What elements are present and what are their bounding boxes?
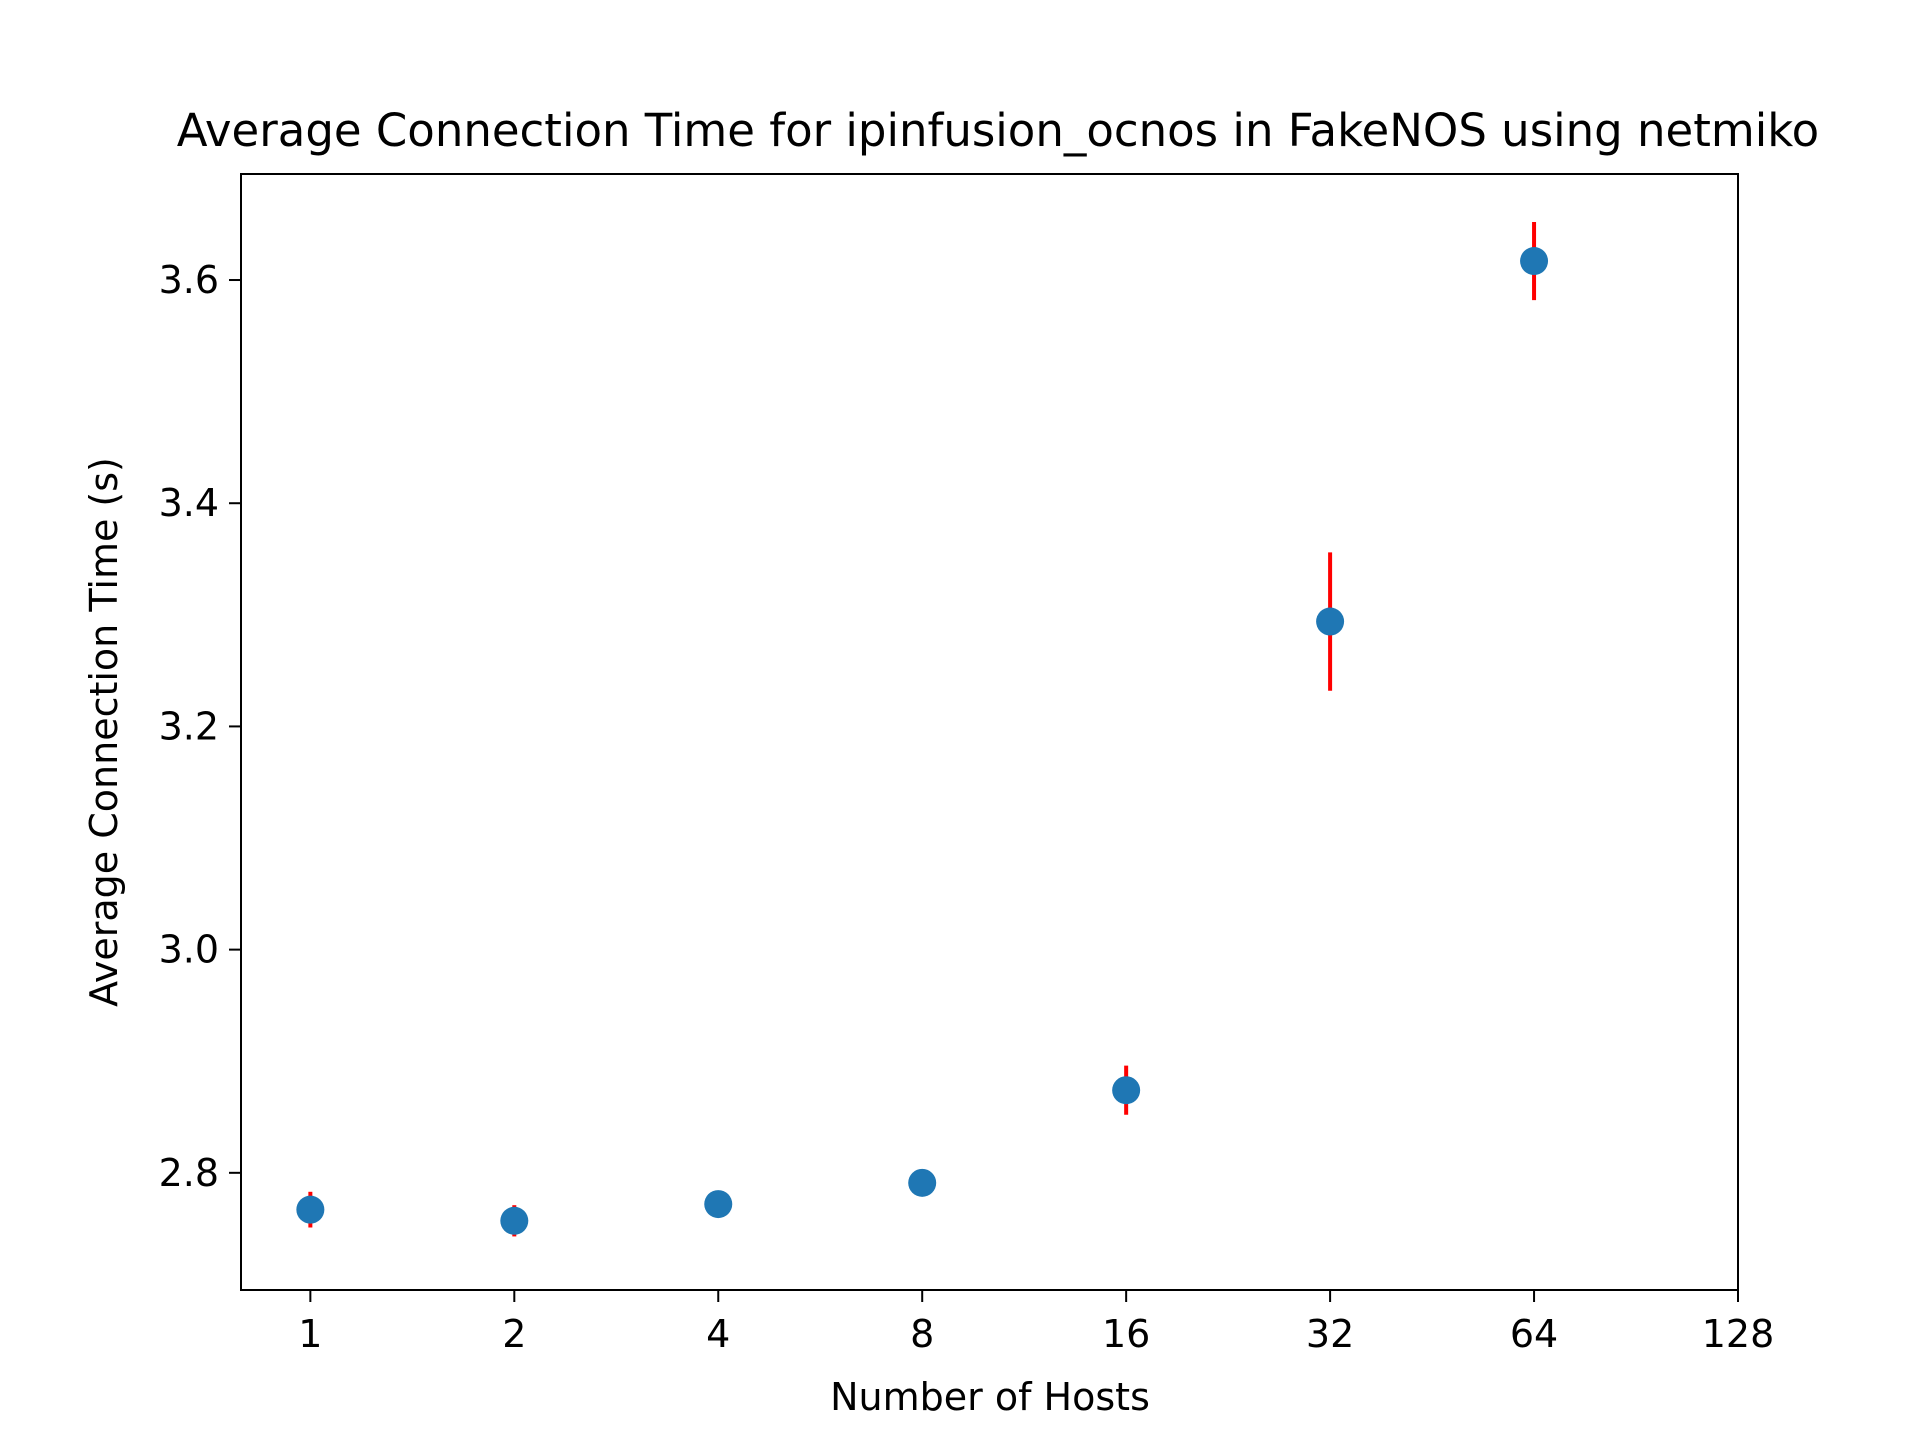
y-axis-label: Average Connection Time (s) [82, 457, 126, 1007]
y-tick-label: 2.8 [159, 1151, 219, 1195]
y-tick-label: 3.4 [159, 481, 219, 525]
chart-title: Average Connection Time for ipinfusion_o… [177, 104, 1819, 157]
data-point [704, 1190, 733, 1219]
data-point [908, 1168, 937, 1197]
x-tick-label: 2 [502, 1312, 526, 1356]
plot-area [296, 221, 1549, 1237]
x-tick-label: 64 [1510, 1312, 1558, 1356]
x-tick-label: 16 [1102, 1312, 1150, 1356]
x-tick-label: 4 [706, 1312, 730, 1356]
data-point [1112, 1076, 1141, 1105]
data-point [500, 1206, 529, 1235]
y-tick-label: 3.6 [159, 258, 219, 302]
y-tick-label: 3.0 [159, 928, 219, 972]
data-point [1316, 607, 1345, 636]
x-axis-label: Number of Hosts [830, 1375, 1150, 1419]
y-axis-ticks: 2.8 3.0 3.2 3.4 3.6 [159, 258, 241, 1195]
x-axis-ticks: 1 2 4 8 16 32 64 128 [298, 1290, 1774, 1356]
x-tick-label: 32 [1306, 1312, 1354, 1356]
axes-frame [240, 173, 1739, 1291]
x-tick-label: 128 [1702, 1312, 1775, 1356]
y-tick-label: 3.2 [159, 704, 219, 748]
data-point [296, 1195, 325, 1224]
x-tick-label: 8 [910, 1312, 934, 1356]
data-point [1520, 247, 1549, 276]
x-tick-label: 1 [298, 1312, 322, 1356]
